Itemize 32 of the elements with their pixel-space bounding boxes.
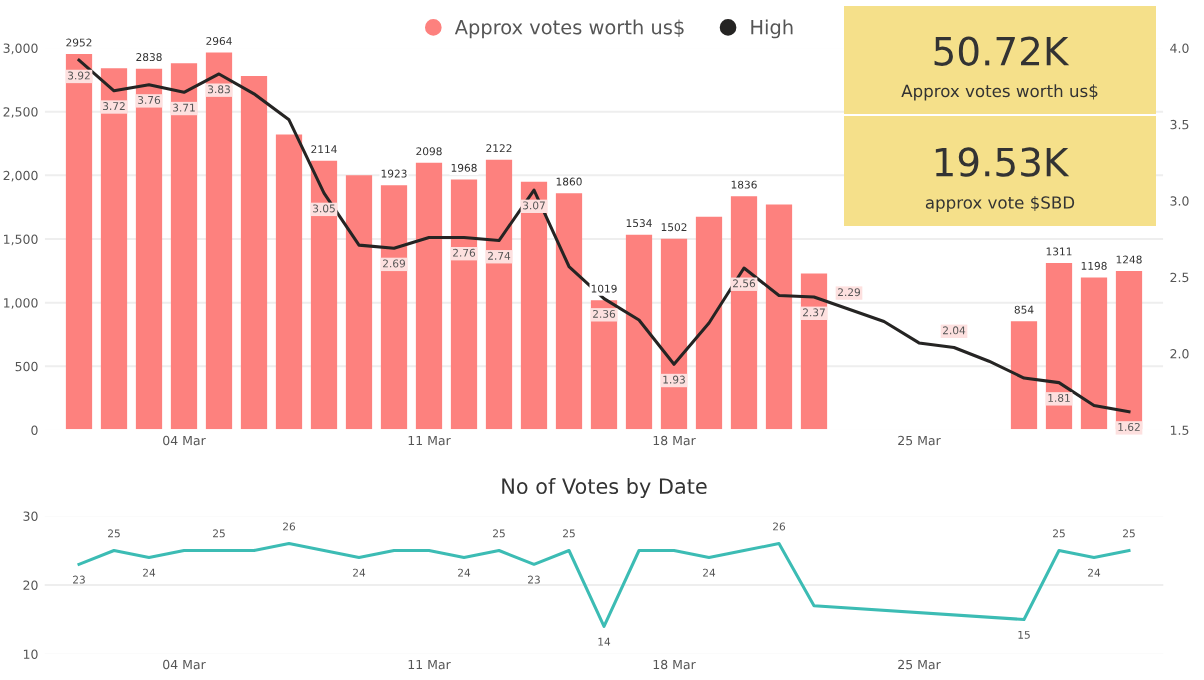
bar <box>625 234 653 430</box>
legend-label: Approx votes worth us$ <box>454 19 684 39</box>
bar <box>240 76 268 430</box>
bar <box>1080 277 1108 430</box>
bar <box>660 238 688 430</box>
bar <box>345 175 373 430</box>
bar <box>800 273 828 430</box>
bar <box>100 68 128 430</box>
chart-title: No of Votes by Date <box>502 477 707 499</box>
bar <box>275 134 303 430</box>
bar <box>1010 321 1038 430</box>
bar <box>450 179 478 430</box>
bar <box>135 68 163 430</box>
bar <box>170 63 198 430</box>
bar <box>65 54 93 430</box>
bar <box>205 52 233 430</box>
bar <box>695 216 723 430</box>
annotation: 19.53K <box>935 147 1070 177</box>
legend-label: High <box>751 19 793 39</box>
bar <box>730 196 758 430</box>
bar <box>380 185 408 430</box>
annotation: approx vote $SBD <box>925 195 1075 213</box>
bar <box>765 204 793 430</box>
annotation: 50.72K <box>934 36 1070 66</box>
line-series <box>77 542 1131 628</box>
bar <box>1045 263 1073 430</box>
annotation: Approx votes worth us$ <box>901 84 1098 101</box>
bar <box>555 193 583 430</box>
bar <box>415 162 443 430</box>
bar <box>310 160 338 430</box>
bar <box>520 181 548 430</box>
bar <box>485 159 513 430</box>
